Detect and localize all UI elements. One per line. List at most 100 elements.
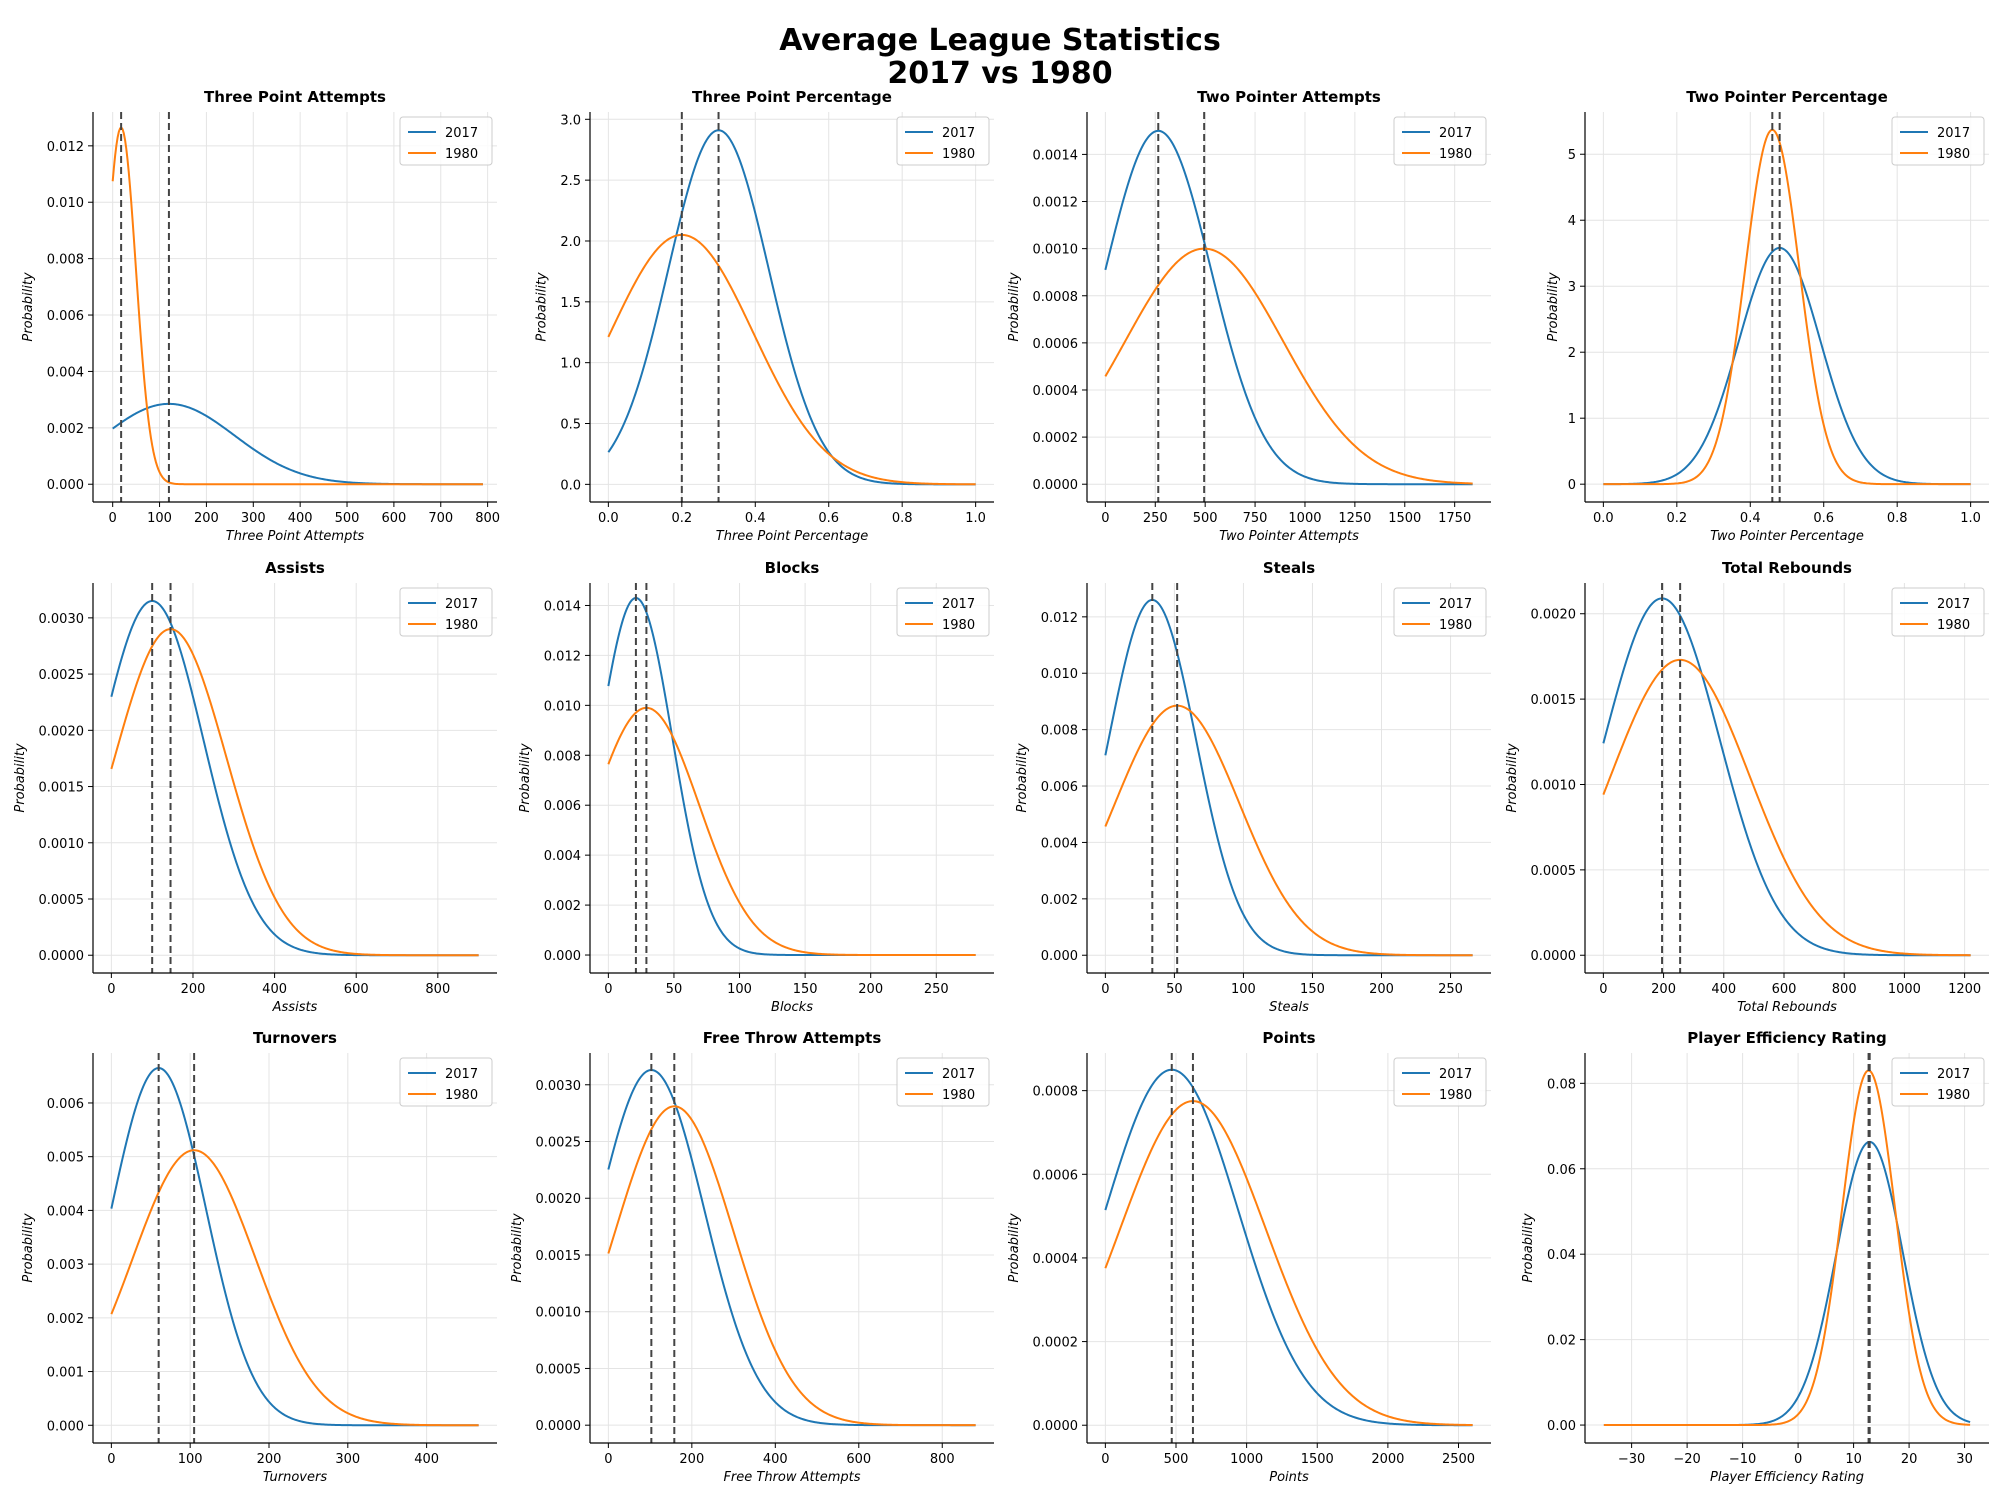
x-tick-label: 0.0 (598, 511, 619, 526)
chart-title: Points (1262, 1029, 1315, 1047)
x-tick-label: 200 (858, 982, 883, 997)
x-tick-label: 200 (257, 1452, 282, 1467)
x-tick-label: 600 (1772, 982, 1797, 997)
legend: 2017 1980 (1891, 587, 1985, 637)
y-tick-label: 0.000 (47, 1419, 84, 1434)
y-tick-label: 0.0005 (536, 1362, 582, 1377)
series-line-1980 (1603, 1069, 1971, 1427)
legend-label-1980: 1980 (1439, 1088, 1472, 1103)
x-tick-label: −30 (1618, 1452, 1645, 1467)
x-tick-label: 0.2 (1666, 511, 1687, 526)
chart-title: Total Rebounds (1722, 559, 1852, 577)
x-tick-label: 600 (846, 1452, 871, 1467)
x-tick-label: −10 (1729, 1452, 1756, 1467)
x-tick-label: 0 (1794, 1452, 1802, 1467)
y-tick-label: 0.0004 (1033, 1252, 1079, 1267)
y-tick-label: 0.0010 (536, 1306, 582, 1321)
x-axis-label: Blocks (771, 1000, 813, 1015)
x-tick-label: 400 (262, 982, 287, 997)
x-tick-label: 250 (1143, 511, 1168, 526)
x-tick-label: 400 (1711, 982, 1736, 997)
y-tick-label: 4 (1568, 214, 1576, 229)
series-line-1980 (1603, 128, 1971, 486)
chart-title: Free Throw Attempts (703, 1029, 882, 1047)
x-tick-label: 2500 (1442, 1452, 1475, 1467)
x-tick-label: 50 (666, 982, 683, 997)
x-axis-label: Two Pointer Percentage (1710, 529, 1864, 544)
x-tick-label: 750 (1243, 511, 1268, 526)
x-tick-label: 400 (763, 1452, 788, 1467)
x-tick-label: 0.4 (745, 511, 766, 526)
y-tick-label: 0.004 (47, 1204, 84, 1219)
y-tick-label: 0.06 (1547, 1163, 1576, 1178)
y-tick-label: 0.0008 (1033, 290, 1079, 305)
y-tick-label: 0.0002 (1033, 1336, 1079, 1351)
y-tick-label: 0.002 (544, 899, 581, 914)
y-tick-label: 0.0030 (536, 1079, 582, 1094)
x-axis-label: Two Pointer Attempts (1219, 529, 1359, 544)
y-tick-label: 0.012 (47, 140, 84, 155)
series-line-2017 (1104, 1068, 1473, 1427)
legend-label-2017: 2017 (942, 126, 975, 141)
x-tick-label: 300 (335, 1452, 360, 1467)
chart-title: Three Point Percentage (692, 88, 892, 106)
y-tick-label: 0.0015 (1531, 693, 1577, 708)
y-tick-label: 0.0000 (1033, 478, 1079, 493)
chart-assists: 0 200 400 600 800 0.0000 0.0005 0.0010 0.0015 0.0… (13, 559, 497, 1015)
y-tick-label: 1.0 (560, 357, 581, 372)
x-tick-label: 0 (604, 1452, 612, 1467)
x-axis-label: Turnovers (263, 1470, 327, 1485)
x-tick-label: 0.0 (1593, 511, 1614, 526)
x-tick-label: 500 (1164, 1452, 1189, 1467)
x-axis-label: Points (1269, 1470, 1309, 1485)
y-axis-label: Probability (518, 743, 533, 813)
x-tick-label: 50 (1166, 982, 1183, 997)
legend: 2017 1980 (896, 587, 990, 637)
legend-label-1980: 1980 (942, 1088, 975, 1103)
x-tick-label: 200 (181, 982, 206, 997)
x-tick-label: 1.0 (965, 511, 986, 526)
y-tick-label: 0.002 (47, 422, 84, 437)
legend-label-2017: 2017 (1439, 126, 1472, 141)
x-tick-label: 250 (1438, 982, 1463, 997)
x-axis-label: Three Point Percentage (716, 529, 868, 544)
chart-title: Three Point Attempts (204, 88, 386, 106)
x-axis-label: Steals (1269, 1000, 1309, 1015)
legend-label-1980: 1980 (942, 147, 975, 162)
y-tick-label: 0.001 (47, 1366, 84, 1381)
x-tick-label: 800 (930, 1452, 955, 1467)
y-tick-label: 0.0000 (39, 949, 85, 964)
y-axis-label: Probability (510, 1213, 525, 1283)
y-tick-label: 1.5 (560, 296, 581, 311)
x-tick-label: 800 (475, 511, 500, 526)
x-tick-label: 1500 (1388, 511, 1421, 526)
y-tick-label: 0.00 (1547, 1419, 1576, 1434)
y-tick-label: 0.006 (544, 799, 581, 814)
y-tick-label: 0.0015 (39, 781, 85, 796)
y-tick-label: 0.012 (544, 649, 581, 664)
y-tick-label: 0.02 (1547, 1334, 1576, 1349)
y-tick-label: 3.0 (560, 113, 581, 128)
y-tick-label: 0 (1568, 478, 1576, 493)
y-tick-label: 0.0025 (39, 668, 85, 683)
series-line-1980 (1104, 1100, 1473, 1427)
legend-label-2017: 2017 (445, 597, 478, 612)
y-tick-label: 0.0010 (1033, 243, 1079, 258)
x-tick-label: 0 (1599, 982, 1607, 997)
x-tick-label: 0 (604, 982, 612, 997)
x-tick-label: 100 (147, 511, 172, 526)
x-tick-label: 400 (414, 1452, 439, 1467)
x-tick-label: 1500 (1301, 1452, 1334, 1467)
y-tick-label: 2 (1568, 346, 1576, 361)
figure-title-line-1: Average League Statistics (779, 23, 1221, 58)
x-tick-label: 1200 (1948, 982, 1981, 997)
x-axis-label: Player Efficiency Rating (1710, 1470, 1864, 1485)
chart-points: 0 500 1000 1500 2000 2500 0.0000 0.0002 0.0004 0.… (1007, 1029, 1491, 1485)
legend: 2017 1980 (896, 1057, 990, 1107)
x-tick-label: 1000 (1888, 982, 1921, 997)
series-line-1980 (1104, 704, 1473, 957)
legend-label-1980: 1980 (445, 147, 478, 162)
x-tick-label: 100 (727, 982, 752, 997)
legend-label-2017: 2017 (1439, 597, 1472, 612)
